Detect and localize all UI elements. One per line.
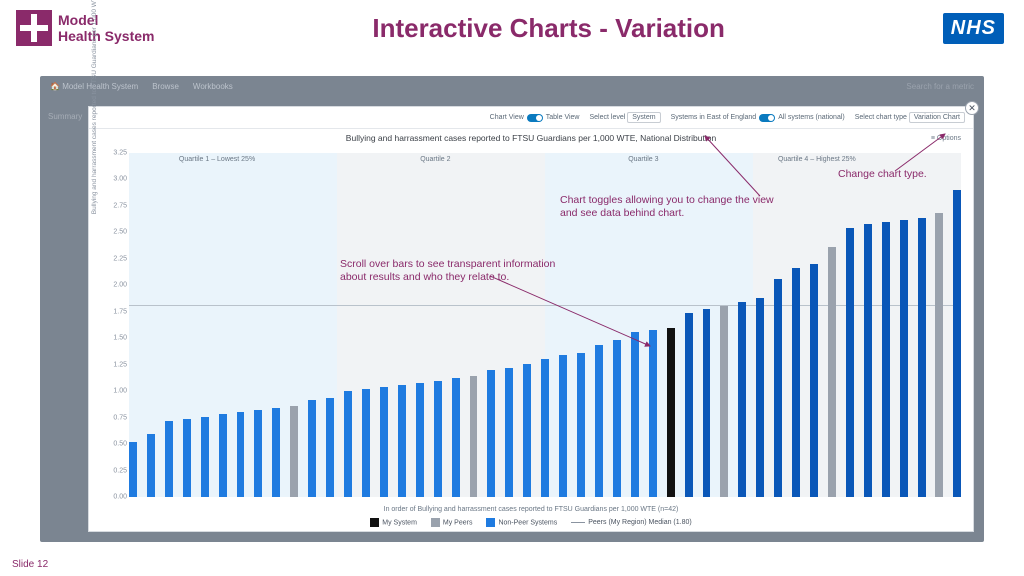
y-tick: 2.50: [113, 229, 127, 236]
bar[interactable]: [326, 398, 334, 497]
bar[interactable]: [900, 220, 908, 497]
y-tick: 3.00: [113, 176, 127, 183]
bar[interactable]: [434, 381, 442, 497]
bar[interactable]: [541, 359, 549, 497]
bar[interactable]: [685, 313, 693, 497]
bar[interactable]: [738, 302, 746, 497]
options-link[interactable]: ≡ Options: [931, 135, 961, 142]
chart-body: Quartile 1 – Lowest 25% Quartile 2 Quart…: [129, 153, 961, 497]
bar[interactable]: [720, 306, 728, 497]
y-tick: 2.00: [113, 282, 127, 289]
app-screenshot: 🏠 Model Health System Browse Workbooks S…: [40, 76, 984, 542]
bar[interactable]: [398, 385, 406, 497]
y-tick: 2.25: [113, 255, 127, 262]
bar[interactable]: [308, 400, 316, 497]
annotation-toggles: Chart toggles allowing you to change the…: [560, 194, 780, 220]
bar[interactable]: [613, 340, 621, 497]
y-axis: 0.000.250.500.751.001.251.501.752.002.25…: [101, 153, 127, 497]
scope-toggle[interactable]: Systems in East of England All systems (…: [671, 114, 845, 122]
y-tick: 1.50: [113, 335, 127, 342]
nhs-logo: NHS: [943, 13, 1004, 44]
slide-title: Interactive Charts - Variation: [154, 13, 942, 44]
y-axis-label: Bullying and harrassment cases reported …: [91, 0, 98, 214]
annotation-chart-type: Change chart type.: [838, 168, 927, 181]
mhs-logo-icon: [16, 10, 52, 46]
bar[interactable]: [846, 228, 854, 497]
bar[interactable]: [810, 264, 818, 497]
chart-title: Bullying and harrassment cases reported …: [89, 129, 973, 145]
bar[interactable]: [362, 389, 370, 497]
view-toggle[interactable]: Chart View Table View: [490, 114, 580, 122]
y-tick: 3.25: [113, 150, 127, 157]
bar[interactable]: [183, 419, 191, 497]
select-chart-type[interactable]: Select chart type Variation Chart: [855, 114, 965, 121]
left-gutter-label: Summary: [48, 112, 82, 121]
bar[interactable]: [631, 332, 639, 497]
y-tick: 0.25: [113, 467, 127, 474]
chart-toolbar: Chart View Table View Select level Syste…: [89, 107, 973, 129]
bar[interactable]: [505, 368, 513, 497]
bar-series[interactable]: [129, 153, 961, 497]
bar[interactable]: [774, 279, 782, 497]
bar[interactable]: [828, 247, 836, 497]
bar[interactable]: [487, 370, 495, 497]
slide-header: Model Health System Interactive Charts -…: [0, 0, 1024, 50]
y-tick: 1.75: [113, 308, 127, 315]
bar[interactable]: [344, 391, 352, 497]
bar[interactable]: [935, 213, 943, 497]
bar[interactable]: [380, 387, 388, 497]
mhs-logo: Model Health System: [16, 10, 154, 46]
bar[interactable]: [649, 330, 657, 497]
bar[interactable]: [953, 190, 961, 497]
y-tick: 0.50: [113, 441, 127, 448]
bar[interactable]: [703, 309, 711, 497]
bar[interactable]: [272, 408, 280, 497]
bar[interactable]: [595, 345, 603, 497]
bar[interactable]: [792, 268, 800, 497]
bar[interactable]: [201, 417, 209, 497]
bar[interactable]: [523, 364, 531, 497]
y-tick: 0.00: [113, 494, 127, 501]
y-tick: 1.00: [113, 388, 127, 395]
bar[interactable]: [667, 328, 675, 497]
y-tick: 2.75: [113, 202, 127, 209]
y-tick: 1.25: [113, 361, 127, 368]
bar[interactable]: [452, 378, 460, 497]
bar[interactable]: [290, 406, 298, 497]
toggle-switch-icon: [527, 114, 543, 122]
bar[interactable]: [882, 222, 890, 497]
nav-workbooks[interactable]: Workbooks: [193, 82, 233, 91]
search-input[interactable]: Search for a metric: [906, 82, 974, 91]
bar[interactable]: [864, 224, 872, 497]
bar[interactable]: [237, 412, 245, 497]
close-icon[interactable]: ✕: [965, 101, 979, 115]
bar[interactable]: [470, 376, 478, 497]
bar[interactable]: [254, 410, 262, 497]
select-level[interactable]: Select level System: [590, 114, 661, 121]
nav-browse[interactable]: Browse: [152, 82, 179, 91]
logo-line-2: Health System: [58, 28, 154, 44]
annotation-hover: Scroll over bars to see transparent info…: [340, 258, 560, 284]
bar[interactable]: [147, 434, 155, 498]
x-caption: In order of Bullying and harrassment cas…: [89, 506, 973, 513]
bar[interactable]: [165, 421, 173, 497]
bar[interactable]: [918, 218, 926, 497]
legend: My System My Peers Non-Peer Systems Peer…: [89, 518, 973, 527]
slide-number: Slide 12: [12, 559, 48, 570]
bar[interactable]: [577, 353, 585, 497]
y-tick: 0.75: [113, 414, 127, 421]
bar[interactable]: [129, 442, 137, 497]
toggle-switch-icon: [759, 114, 775, 122]
app-topbar: 🏠 Model Health System Browse Workbooks S…: [40, 76, 984, 96]
bar[interactable]: [756, 298, 764, 497]
bar[interactable]: [416, 383, 424, 497]
bar[interactable]: [219, 414, 227, 497]
bar[interactable]: [559, 355, 567, 497]
logo-line-1: Model: [58, 12, 154, 28]
